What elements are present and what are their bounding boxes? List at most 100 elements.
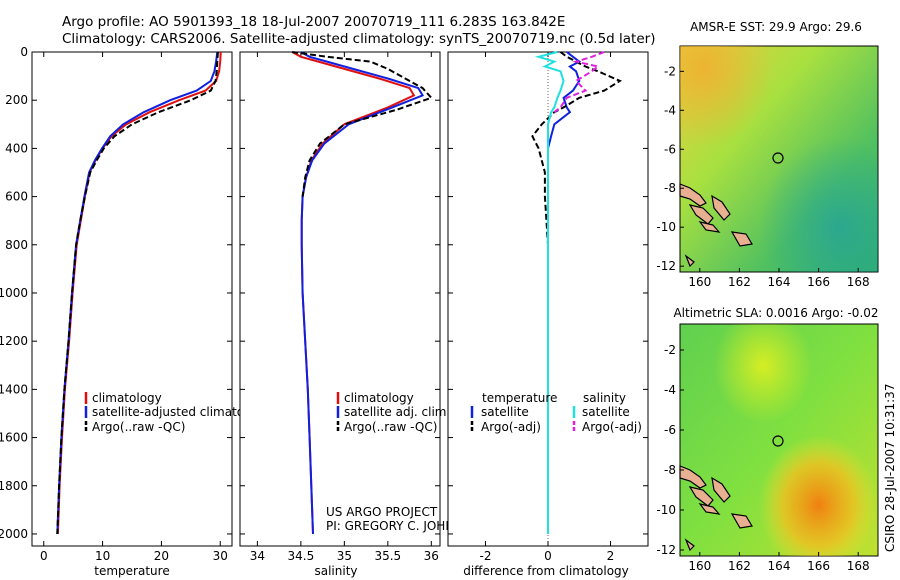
legend-label-climatology: climatology xyxy=(344,391,414,405)
island-shape xyxy=(679,465,707,489)
x-tick-label: 0 xyxy=(40,549,48,563)
series-line-temp-argo xyxy=(531,51,623,534)
island-shape xyxy=(688,204,714,225)
y-tick-label: 1600 xyxy=(0,431,28,445)
difference-xlabel: difference from climatology xyxy=(463,564,629,578)
y-tick-label: 200 xyxy=(5,93,28,107)
island-shape xyxy=(711,194,731,221)
sla-map-panel: Altimetric SLA: 0.0016 Argo: -0.02 160 16… xyxy=(656,306,878,573)
sla-map-title: Altimetric SLA: 0.0016 Argo: -0.02 xyxy=(673,306,878,320)
x-tick-label: 30 xyxy=(213,549,228,563)
legend-label-argo: Argo(..raw -QC) xyxy=(92,420,185,434)
y-tick-label: -10 xyxy=(656,503,676,517)
y-tick-label: 0 xyxy=(20,45,28,59)
y-tick-label: -8 xyxy=(664,181,676,195)
island-shape xyxy=(698,503,721,515)
island-shape xyxy=(688,486,714,507)
x-tick-label: 36 xyxy=(424,549,439,563)
x-tick-label: 164 xyxy=(768,275,791,289)
x-tick-label: 35.5 xyxy=(374,549,401,563)
y-tick-label: -4 xyxy=(664,103,676,117)
island-shape xyxy=(730,513,753,529)
y-tick-label: 2000 xyxy=(0,527,28,541)
x-tick-label: 162 xyxy=(728,559,751,573)
x-tick-label: 20 xyxy=(154,549,169,563)
y-tick-label: 800 xyxy=(5,238,28,252)
legend-label-satellite: satellite-adjusted climatology xyxy=(92,405,270,419)
legend-label-sal-satellite: satellite xyxy=(582,405,630,419)
x-tick-label: -2 xyxy=(480,549,492,563)
series-line-argo xyxy=(56,51,219,535)
series-line-satellite xyxy=(300,51,425,535)
y-tick-label: -8 xyxy=(664,463,676,477)
x-tick-label: 168 xyxy=(847,275,870,289)
x-tick-label: 168 xyxy=(847,559,870,573)
footer-pi: PI: GREGORY C. JOHNSON xyxy=(326,519,480,533)
legend-label-climatology: climatology xyxy=(92,391,162,405)
legend-label-temp-argo: Argo(-adj) xyxy=(481,420,541,434)
header-line-1: Argo profile: AO 5901393_18 18-Jul-2007 … xyxy=(62,14,565,30)
x-tick-label: 160 xyxy=(688,275,711,289)
temperature-axes xyxy=(31,51,233,547)
salinity-panel: 34 34.5 35 35.5 36 salinity climatology sate… xyxy=(239,51,480,578)
island-shape xyxy=(684,538,695,552)
x-tick-label: 0 xyxy=(544,549,552,563)
y-tick-label: 400 xyxy=(5,141,28,155)
y-tick-label: -12 xyxy=(656,543,676,557)
y-tick-label: 1400 xyxy=(0,382,28,396)
sla-map-hot-patch xyxy=(680,324,878,556)
y-tick-label: -6 xyxy=(664,423,676,437)
sst-map-panel: AMSR-E SST: 29.9 Argo: 29.6 160 162 164 166… xyxy=(656,20,879,289)
x-tick-label: 162 xyxy=(728,275,751,289)
y-tick-label: -6 xyxy=(664,142,676,156)
difference-panel: -2 0 2 difference from climatology tempera… xyxy=(447,51,649,578)
y-tick-label: -4 xyxy=(664,383,676,397)
y-tick-label: 1200 xyxy=(0,334,28,348)
x-tick-label: 34.5 xyxy=(288,549,315,563)
x-tick-label: 160 xyxy=(688,559,711,573)
island-shape xyxy=(684,254,695,268)
salinity-xlabel: salinity xyxy=(314,564,357,578)
sst-map-cool-patch xyxy=(680,46,878,272)
island-shape xyxy=(730,231,753,247)
y-tick-label: -12 xyxy=(656,259,676,273)
y-tick-label: 1000 xyxy=(0,286,28,300)
series-line-satellite xyxy=(56,51,219,535)
header-line-2: Climatology: CARS2006. Satellite-adjuste… xyxy=(62,31,655,47)
salinity-axes xyxy=(239,51,441,547)
x-tick-label: 10 xyxy=(95,549,110,563)
series-line-sal-satellite xyxy=(534,51,565,534)
legend-label-satellite: satellite adj. clim. xyxy=(344,405,450,419)
y-tick-label: -2 xyxy=(664,343,676,357)
sla-map-islands xyxy=(679,465,753,552)
salinity-legend: climatology satellite adj. clim. Argo(..… xyxy=(336,391,450,434)
series-line-argo xyxy=(292,51,434,197)
series-line-sal-argo xyxy=(553,51,605,113)
legend-title-salinity: salinity xyxy=(583,391,626,405)
x-tick-label: 164 xyxy=(768,559,791,573)
footer-project: US ARGO PROJECT xyxy=(326,505,438,519)
y-tick-label: -2 xyxy=(664,64,676,78)
sst-map-islands xyxy=(679,183,753,268)
x-tick-label: 166 xyxy=(807,275,830,289)
x-tick-label: 2 xyxy=(607,549,615,563)
y-tick-label: 600 xyxy=(5,190,28,204)
x-tick-label: 166 xyxy=(807,559,830,573)
x-tick-label: 35 xyxy=(337,549,352,563)
footer-stamp: CSIRO 28-Jul-2007 10:31:37 xyxy=(883,384,897,552)
temperature-xlabel: temperature xyxy=(94,564,169,578)
sst-map-title: AMSR-E SST: 29.9 Argo: 29.6 xyxy=(690,20,862,34)
island-shape xyxy=(698,221,721,233)
island-shape xyxy=(679,183,707,207)
difference-legend: temperature satellite Argo(-adj) salinit… xyxy=(470,391,642,434)
legend-title-temperature: temperature xyxy=(482,391,557,405)
legend-label-sal-argo: Argo(-adj) xyxy=(582,420,642,434)
argo-float-marker xyxy=(772,152,784,164)
island-shape xyxy=(711,476,731,503)
y-tick-label: 1800 xyxy=(0,479,28,493)
temperature-panel: 0 10 20 30 0 200 400 600 800 1000 1200 1400 1600 180… xyxy=(0,45,270,578)
y-tick-label: -10 xyxy=(656,220,676,234)
temperature-legend: climatology satellite-adjusted climatolo… xyxy=(84,391,270,434)
argo-float-marker xyxy=(772,435,784,447)
